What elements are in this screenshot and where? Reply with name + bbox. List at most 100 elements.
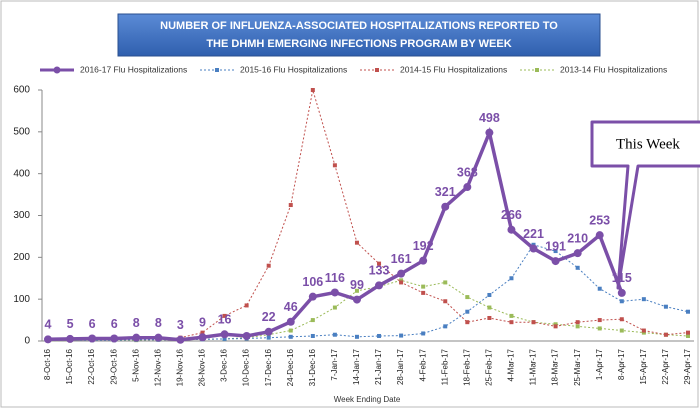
point <box>507 225 516 234</box>
point <box>443 299 448 304</box>
x-tick-label: 15-Oct-16 <box>65 348 74 384</box>
point <box>619 328 624 333</box>
data-label: 6 <box>89 317 96 331</box>
point <box>686 330 690 335</box>
point <box>575 324 580 329</box>
point <box>330 288 339 297</box>
annotation: This Week <box>616 136 680 152</box>
callout: This Week <box>590 120 700 290</box>
y-tick-label: 600 <box>13 85 30 96</box>
point <box>663 304 668 309</box>
point <box>222 336 227 341</box>
point <box>663 332 668 337</box>
point <box>553 249 558 254</box>
x-tick-label: 12-Nov-16 <box>153 348 162 386</box>
point <box>509 276 514 281</box>
point <box>288 328 293 333</box>
data-label: 99 <box>350 278 364 292</box>
point <box>354 334 359 339</box>
data-label: 191 <box>545 239 566 253</box>
legend-label: 2015-16 Flu Hospitalizations <box>240 64 347 74</box>
point <box>463 183 472 192</box>
x-tick-label: 18-Mar-17 <box>551 348 560 385</box>
point <box>354 240 359 245</box>
x-tick-label: 26-Nov-16 <box>198 348 207 386</box>
point <box>132 333 141 342</box>
x-tick-label: 18-Feb-17 <box>462 348 471 385</box>
point <box>531 320 536 325</box>
legend-label: 2016-17 Flu Hospitalizations <box>80 64 187 74</box>
point <box>244 303 249 308</box>
point <box>399 278 404 283</box>
y-tick-label: 200 <box>13 252 30 263</box>
point <box>66 334 75 343</box>
x-tick-label: 4-Mar-17 <box>507 348 516 381</box>
plot: 0 100 200 300 400 500 600 8-Oct-16 15-Oct-16 22-O… <box>13 64 694 386</box>
point <box>375 281 384 290</box>
point <box>310 333 315 338</box>
y-tick-label: 500 <box>13 126 30 137</box>
point <box>617 288 626 297</box>
point <box>397 269 406 278</box>
point <box>288 334 293 339</box>
point <box>575 265 580 270</box>
x-tick-label: 1-Apr-17 <box>595 348 604 380</box>
point <box>264 327 273 336</box>
point <box>419 256 428 265</box>
point <box>686 333 690 338</box>
data-label: 266 <box>501 208 522 222</box>
point <box>266 335 271 340</box>
point <box>487 315 492 320</box>
data-label: 221 <box>523 227 544 241</box>
point <box>597 286 602 291</box>
x-tick-label: 17-Dec-16 <box>264 348 273 386</box>
point <box>286 317 295 326</box>
point <box>465 309 470 314</box>
x-tick-label: 29-Oct-16 <box>109 348 118 384</box>
x-tick-label: 25-Feb-17 <box>484 348 493 385</box>
legend: 2016-17 Flu Hospitalizations 2015-16 Flu … <box>40 64 667 74</box>
point <box>595 231 604 240</box>
point <box>154 333 163 342</box>
point <box>88 334 97 343</box>
point <box>529 244 538 253</box>
point <box>399 280 404 285</box>
data-label: 368 <box>457 165 478 179</box>
point <box>509 313 514 318</box>
series-line <box>48 279 689 342</box>
y-tick-label: 300 <box>13 210 30 221</box>
point <box>110 334 119 343</box>
point <box>509 320 514 325</box>
x-tick-label: 5-Nov-16 <box>131 348 140 381</box>
point <box>332 332 337 337</box>
point <box>354 288 359 293</box>
point <box>553 322 558 327</box>
point <box>619 299 624 304</box>
legend-label: 2014-15 Flu Hospitalizations <box>400 64 507 74</box>
legend-marker <box>375 68 379 72</box>
x-tick-label: 15-Apr-17 <box>639 348 648 384</box>
x-tick-label: 24-Dec-16 <box>286 348 295 386</box>
point <box>553 324 558 329</box>
point <box>352 295 361 304</box>
point <box>573 249 582 258</box>
point <box>176 335 185 344</box>
data-label: 5 <box>67 317 74 331</box>
data-label: 4 <box>45 318 52 332</box>
legend-marker <box>53 66 61 74</box>
point <box>443 280 448 285</box>
point <box>266 263 271 268</box>
x-tick-label: 11-Mar-17 <box>529 348 538 385</box>
point <box>441 202 450 211</box>
x-tick-label: 10-Dec-16 <box>242 348 251 386</box>
chart-title: NUMBER OF INFLUENZA-ASSOCIATED HOSPITALI… <box>160 20 558 32</box>
point <box>44 335 52 344</box>
point <box>421 290 426 295</box>
data-label: 8 <box>155 316 162 330</box>
legend-label: 2013-14 Flu Hospitalizations <box>560 64 667 74</box>
data-label: 115 <box>612 271 632 285</box>
x-tick-label: 29-Apr-17 <box>683 348 692 384</box>
x-axis-label: Week Ending Date <box>334 395 401 404</box>
